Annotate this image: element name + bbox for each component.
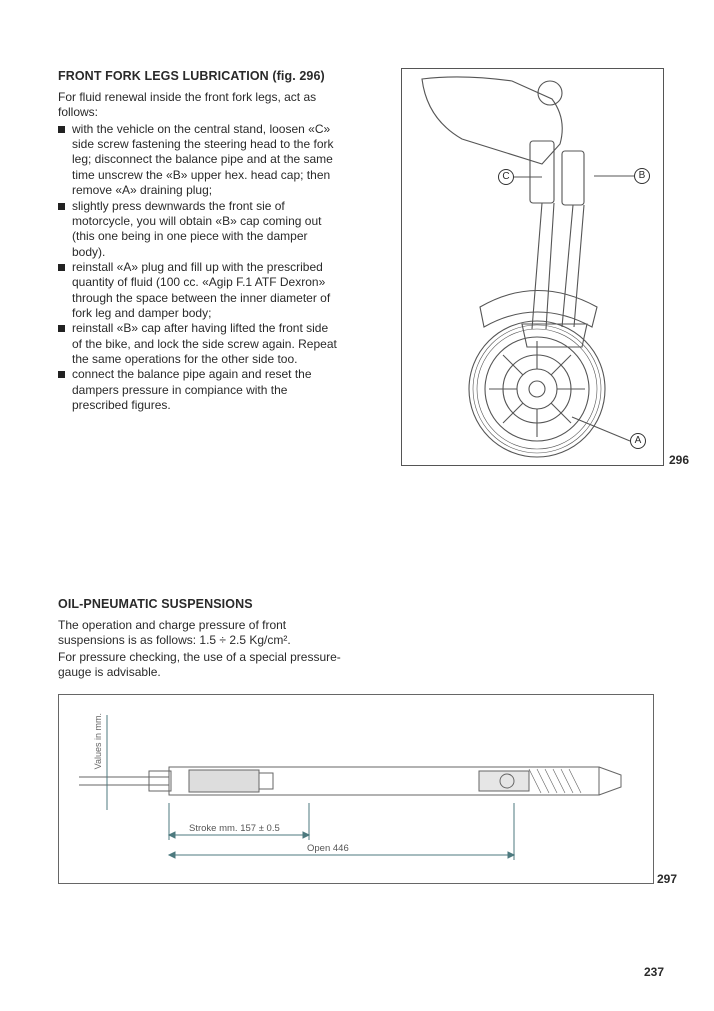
stroke-dimension: Stroke mm. 157 ± 0.5 [189, 823, 280, 834]
section1-heading: FRONT FORK LEGS LUBRICATION (fig. 296) [58, 68, 341, 84]
axis-label: Values in mm. [93, 713, 103, 769]
square-bullet-icon [58, 371, 65, 378]
motorcycle-fork-illustration [402, 69, 665, 467]
page-number: 237 [644, 965, 664, 979]
figure-296: C B A 296 [401, 68, 664, 466]
bullet-4: reinstall «B» cap after having lifted th… [58, 321, 341, 367]
fork-cross-section-illustration [59, 695, 655, 885]
figure-number-297: 297 [657, 872, 677, 886]
bullet-4-text: reinstall «B» cap after having lifted th… [72, 321, 341, 367]
bullet-5-text: connect the balance pipe again and reset… [72, 367, 341, 413]
bullet-3-text: reinstall «A» plug and fill up with the … [72, 260, 341, 321]
figure-297: Values in mm. [58, 694, 654, 884]
section2-para1: The operation and charge pressure of fro… [58, 618, 343, 649]
section1-text: FRONT FORK LEGS LUBRICATION (fig. 296) F… [58, 68, 341, 466]
bullet-3: reinstall «A» plug and fill up with the … [58, 260, 341, 321]
section2-para2: For pressure checking, the use of a spec… [58, 650, 343, 681]
figure-number-296: 296 [669, 453, 689, 467]
bullet-1-text: with the vehicle on the central stand, l… [72, 122, 341, 199]
section2: OIL-PNEUMATIC SUSPENSIONS The operation … [58, 596, 664, 884]
square-bullet-icon [58, 126, 65, 133]
open-dimension: Open 446 [307, 843, 349, 854]
section2-heading: OIL-PNEUMATIC SUSPENSIONS [58, 596, 343, 612]
callout-a: A [630, 433, 646, 449]
bullet-2-text: slightly press dewnwards the front sie o… [72, 199, 341, 260]
callout-c: C [498, 169, 514, 185]
section2-text: OIL-PNEUMATIC SUSPENSIONS The operation … [58, 596, 343, 680]
figure-296-column: C B A 296 [353, 68, 664, 466]
bullet-1: with the vehicle on the central stand, l… [58, 122, 341, 199]
square-bullet-icon [58, 203, 65, 210]
section1-intro: For fluid renewal inside the front fork … [58, 90, 341, 121]
bullet-2: slightly press dewnwards the front sie o… [58, 199, 341, 260]
bullet-5: connect the balance pipe again and reset… [58, 367, 341, 413]
square-bullet-icon [58, 325, 65, 332]
square-bullet-icon [58, 264, 65, 271]
callout-b: B [634, 168, 650, 184]
